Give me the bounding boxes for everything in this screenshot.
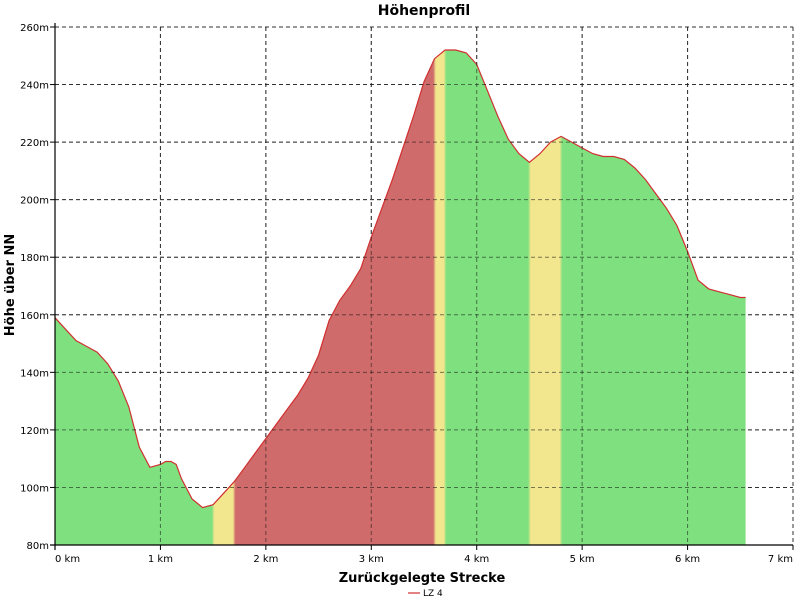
data-point: [655, 193, 656, 194]
data-point: [176, 464, 177, 465]
axes: [50, 23, 794, 550]
data-point: [234, 481, 235, 482]
data-point: [86, 346, 87, 347]
y-tick-label: 120m: [20, 426, 49, 437]
chart-title: Höhenprofil: [378, 3, 470, 19]
data-point: [539, 153, 540, 154]
data-point: [360, 268, 361, 269]
data-point: [107, 363, 108, 364]
data-point: [381, 208, 382, 209]
y-tick-label: 200m: [20, 196, 49, 207]
data-point: [745, 297, 746, 298]
data-point: [276, 424, 277, 425]
y-tick-label: 240m: [20, 81, 49, 92]
data-point: [423, 81, 424, 82]
data-point: [265, 438, 266, 439]
data-point: [192, 498, 193, 499]
data-point: [244, 467, 245, 468]
data-point: [350, 285, 351, 286]
data-point: [740, 297, 741, 298]
data-point: [329, 320, 330, 321]
data-point: [149, 467, 150, 468]
data-point: [339, 300, 340, 301]
data-point: [255, 452, 256, 453]
elevation-area: [55, 50, 746, 545]
data-point: [729, 294, 730, 295]
data-point: [318, 355, 319, 356]
data-point: [76, 340, 77, 341]
data-point: [518, 153, 519, 154]
y-tick-label: 220m: [20, 138, 49, 149]
data-point: [698, 280, 699, 281]
x-axis-title: Zurückgelegte Strecke: [339, 571, 506, 586]
data-point: [603, 156, 604, 157]
data-point: [529, 162, 530, 163]
data-point: [487, 90, 488, 91]
data-point: [676, 225, 677, 226]
data-point: [445, 49, 446, 50]
y-tick-label: 260m: [20, 23, 49, 34]
data-point: [223, 493, 224, 494]
x-tick-label: 0 km: [55, 554, 80, 565]
data-point: [508, 139, 509, 140]
area-layer: [54, 49, 746, 545]
data-point: [634, 167, 635, 168]
data-point: [592, 153, 593, 154]
x-tick-label: 6 km: [675, 554, 700, 565]
data-point: [497, 116, 498, 117]
data-point: [719, 291, 720, 292]
y-tick-label: 160m: [20, 311, 49, 322]
data-point: [466, 52, 467, 53]
data-point: [65, 329, 66, 330]
data-point: [170, 461, 171, 462]
data-point: [455, 49, 456, 50]
y-axis-title: Höhe über NN: [3, 234, 18, 336]
data-point: [434, 58, 435, 59]
data-point: [97, 352, 98, 353]
x-tick-label: 5 km: [570, 554, 595, 565]
data-point: [645, 179, 646, 180]
x-tick-labels: 0 km 1 km 2 km 3 km 4 km 5 km 6 km 7 km: [55, 554, 793, 565]
data-point: [118, 380, 119, 381]
data-point: [550, 142, 551, 143]
legend: LZ 4: [408, 589, 443, 599]
data-point: [213, 504, 214, 505]
data-point: [128, 406, 129, 407]
y-tick-label: 180m: [20, 253, 49, 264]
data-point: [402, 147, 403, 148]
data-point: [392, 179, 393, 180]
x-tick-label: 1 km: [148, 554, 173, 565]
data-point: [613, 156, 614, 157]
data-point: [571, 142, 572, 143]
y-tick-label: 80m: [27, 541, 49, 552]
data-point: [307, 378, 308, 379]
elevation-line: [54, 49, 746, 509]
legend-label: LZ 4: [423, 589, 443, 599]
data-point: [165, 461, 166, 462]
data-point: [624, 159, 625, 160]
data-point: [181, 478, 182, 479]
x-tick-label: 4 km: [464, 554, 489, 565]
data-point: [297, 395, 298, 396]
data-point: [666, 208, 667, 209]
data-point: [139, 447, 140, 448]
y-tick-label: 140m: [20, 368, 49, 379]
data-point: [413, 116, 414, 117]
grid-overlay: [55, 26, 794, 545]
data-point: [202, 507, 203, 508]
x-tick-label: 7 km: [768, 554, 793, 565]
x-tick-label: 2 km: [253, 554, 278, 565]
data-point: [561, 136, 562, 137]
y-tick-label: 100m: [20, 483, 49, 494]
y-tick-labels: 80m 100m 120m 140m 160m 180m 200m 220m 240m 260m: [20, 23, 49, 552]
data-point: [286, 409, 287, 410]
data-point: [708, 288, 709, 289]
x-tick-label: 3 km: [359, 554, 384, 565]
